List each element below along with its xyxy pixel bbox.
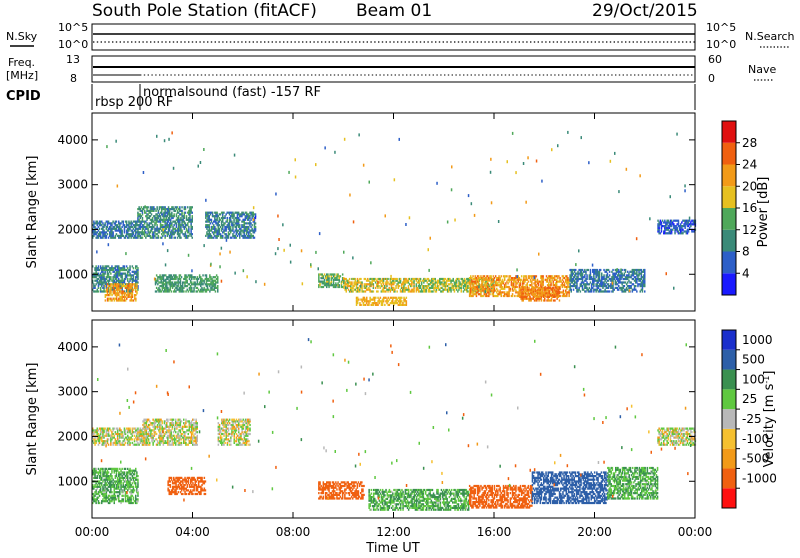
- freq-panel: Freq. [MHz] 13 8 60 0 Nave: [6, 53, 776, 85]
- xtick-label: 12:00: [376, 525, 411, 539]
- noise-panel: N.Sky 10^5 10^0 10^5 10^0 N.Search: [6, 21, 795, 51]
- power-echo-region: [205, 212, 256, 239]
- velocity-colorbar-tick-label: -1000: [742, 471, 777, 485]
- freq-left-tick-top: 13: [66, 53, 80, 66]
- velocity-echo-region: [607, 467, 658, 500]
- freq-left-tick-bottom: 8: [70, 72, 77, 85]
- velocity-colorbar-swatch: [722, 449, 736, 469]
- power-echo-region: [92, 221, 143, 239]
- power-echo-region: [155, 274, 219, 292]
- beam-label: Beam 01: [356, 1, 432, 21]
- velocity-echo-region: [92, 428, 148, 446]
- velocity-panel: 1000 2000 3000 4000 Slant Range [km] 1000 50…: [25, 113, 777, 554]
- power-colorbar-swatch: [722, 252, 736, 274]
- power-echo-region: [519, 287, 560, 302]
- noise-left-tick-top: 10^5: [58, 21, 88, 34]
- velocity-ytick-label: 3000: [57, 385, 88, 399]
- power-cbar-label: Power [dB]: [756, 177, 771, 248]
- power-colorbar-swatch: [722, 208, 736, 230]
- power-colorbar-tick-label: 16: [742, 201, 757, 215]
- station-title: South Pole Station (fitACF): [92, 1, 317, 21]
- velocity-ytick-label: 1000: [57, 474, 88, 488]
- xtick-label: 20:00: [577, 525, 612, 539]
- power-echo-region: [343, 278, 419, 293]
- date-label: 29/Oct/2015: [592, 1, 698, 21]
- velocity-ytick-label: 2000: [57, 429, 88, 443]
- nsky-label: N.Sky: [6, 30, 38, 43]
- velocity-colorbar-swatch: [722, 330, 736, 350]
- power-colorbar-tick-label: 24: [742, 158, 757, 172]
- velocity-colorbar-tick-label: 500: [742, 353, 765, 367]
- power-colorbar-swatch: [722, 165, 736, 187]
- velocity-echo-region: [532, 471, 608, 504]
- cpid-panel: CPID rbsp 200 RF normalsound (fast) -157…: [6, 84, 695, 110]
- power-colorbar-tick-label: 20: [742, 179, 757, 193]
- nave-label: Nave: [748, 63, 776, 76]
- freq-right-tick-top: 60: [708, 53, 722, 66]
- cpid-mode-2: normalsound (fast) -157 RF: [143, 85, 321, 100]
- power-echo-region: [657, 220, 696, 235]
- power-echo-region: [137, 206, 193, 239]
- power-colorbar-tick-label: 4: [742, 266, 750, 280]
- power-ylabel: Slant Range [km]: [25, 156, 40, 269]
- power-colorbar-tick-label: 12: [742, 223, 757, 237]
- velocity-colorbar-swatch: [722, 370, 736, 390]
- xlabel-time-ut: Time UT: [365, 541, 419, 554]
- velocity-colorbar-swatch: [722, 389, 736, 409]
- power-panel: 1000 2000 3000 4000 Slant Range [km] 4 8 12 16…: [25, 113, 771, 311]
- power-echo-region: [356, 297, 407, 306]
- velocity-echo-region: [142, 419, 198, 446]
- velocity-data-layer: [92, 338, 696, 511]
- power-ytick-label: 1000: [57, 267, 88, 281]
- noise-right-tick-top: 10^5: [706, 21, 736, 34]
- velocity-colorbar-swatch: [722, 350, 736, 370]
- xtick-label: 16:00: [477, 525, 512, 539]
- power-colorbar-tick-label: 8: [742, 245, 750, 259]
- velocity-echo-region: [167, 477, 206, 495]
- noise-right-tick-bottom: 10^0: [706, 38, 736, 51]
- freq-unit-label: [MHz]: [6, 69, 38, 82]
- xtick-label: 00:00: [75, 525, 110, 539]
- freq-right-tick-bottom: 0: [708, 72, 715, 85]
- velocity-colorbar-swatch: [722, 488, 736, 508]
- noise-left-tick-bottom: 10^0: [58, 38, 88, 51]
- nsearch-label: N.Search: [745, 30, 795, 43]
- power-data-layer: [92, 131, 696, 306]
- velocity-cbar-label: Velocity [m s-1]: [762, 371, 777, 468]
- velocity-echo-region: [469, 485, 533, 509]
- velocity-colorbar-tick-label: 25: [742, 392, 757, 406]
- velocity-colorbar-swatch: [722, 429, 736, 449]
- velocity-echo-region: [92, 468, 139, 504]
- power-colorbar-swatch: [722, 273, 736, 295]
- freq-label: Freq.: [8, 56, 35, 69]
- cpid-label: CPID: [6, 89, 41, 104]
- velocity-echo-region: [368, 489, 469, 511]
- velocity-echo-region: [218, 419, 251, 446]
- power-colorbar-tick-label: 28: [742, 136, 757, 150]
- power-colorbar-swatch: [722, 143, 736, 165]
- velocity-colorbar-tick-label: -25: [742, 412, 762, 426]
- velocity-ytick-label: 4000: [57, 340, 88, 354]
- xtick-label: 00:00: [678, 525, 713, 539]
- power-colorbar-swatch: [722, 121, 736, 143]
- power-colorbar: 4 8 12 16 20 24 28: [722, 121, 757, 295]
- velocity-colorbar-tick-label: 1000: [742, 333, 773, 347]
- power-colorbar-swatch: [722, 186, 736, 208]
- velocity-colorbar-swatch: [722, 468, 736, 488]
- power-ytick-label: 4000: [57, 133, 88, 147]
- xtick-label: 04:00: [175, 525, 210, 539]
- velocity-ylabel: Slant Range [km]: [25, 363, 40, 476]
- velocity-echo-region: [318, 481, 365, 499]
- power-ytick-label: 3000: [57, 178, 88, 192]
- velocity-y-axis: 1000 2000 3000 4000: [57, 340, 695, 488]
- xtick-label: 08:00: [276, 525, 311, 539]
- power-colorbar-swatch: [722, 230, 736, 252]
- power-ytick-label: 2000: [57, 222, 88, 236]
- power-echo-region: [569, 269, 645, 293]
- velocity-colorbar-swatch: [722, 409, 736, 429]
- power-echo-region: [318, 273, 344, 288]
